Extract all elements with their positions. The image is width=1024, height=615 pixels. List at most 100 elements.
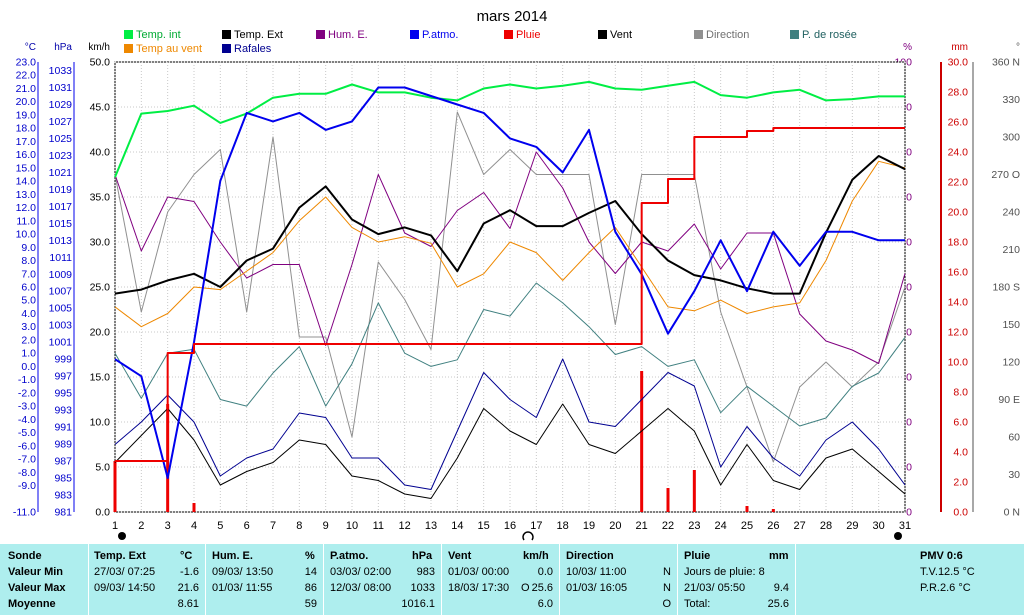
temp-tick-label: 22.0 <box>16 70 37 82</box>
pluie-unit: mm <box>769 550 789 562</box>
right-axes: %1009080706050403020100mm30.028.026.024.… <box>894 42 1020 519</box>
rain-tick-label: 14.0 <box>948 297 969 309</box>
rain-bar <box>640 371 644 512</box>
pressure-tick-label: 999 <box>54 354 72 366</box>
direction-tick-label: 210 <box>1002 244 1020 256</box>
temp-moy-value: 8.61 <box>177 598 199 610</box>
legend-label: Hum. E. <box>328 29 368 41</box>
humidity-tick-label: 60 <box>900 237 912 249</box>
rain-bar <box>192 503 196 512</box>
x-tick-label: 21 <box>636 520 648 532</box>
legend-swatch <box>504 30 513 39</box>
x-tick-label: 13 <box>425 520 437 532</box>
moon-icon <box>522 531 534 541</box>
temp-tick-label: 7.0 <box>21 268 36 280</box>
pressure-tick-label: 1031 <box>49 82 73 94</box>
x-tick-label: 30 <box>873 520 885 532</box>
rain-max-date: 21/03/ 05:50 <box>684 582 746 594</box>
temp-tick-label: 17.0 <box>16 136 37 148</box>
direction-tick-label: 360 N <box>992 57 1020 69</box>
temp-tick-label: 21.0 <box>16 83 37 95</box>
pressure-tick-label: 989 <box>54 439 72 451</box>
temp-tick-label: 18.0 <box>16 123 37 135</box>
temp-tick-label: 3.0 <box>21 321 36 333</box>
pressure-tick-label: 1015 <box>49 218 73 230</box>
direction-tick-label: 270 O <box>991 169 1020 181</box>
pressure-tick-label: 1033 <box>49 65 73 77</box>
legend-label: Pluie <box>516 29 540 41</box>
direction-tick-label: 240 <box>1002 207 1020 219</box>
rain-max-value: 9.4 <box>773 582 789 594</box>
humidity-tick-label: 10 <box>900 462 912 474</box>
humidity-tick-label: 50 <box>900 282 912 294</box>
direction-tick-label: 90 E <box>998 394 1020 406</box>
temp-tick-label: 20.0 <box>16 96 37 108</box>
rain-tick-label: 4.0 <box>953 447 968 459</box>
series-line-rafales <box>114 358 906 490</box>
vent-moy-value: 6.0 <box>537 598 553 610</box>
direction-axis-title: ° <box>1016 42 1020 53</box>
wind-tick-label: 40.0 <box>90 147 111 159</box>
pressure-tick-label: 1007 <box>49 286 73 298</box>
pressure-tick-label: 995 <box>54 388 72 400</box>
x-tick-label: 6 <box>244 520 250 532</box>
grid <box>114 61 906 513</box>
direction-tick-label: 120 <box>1002 357 1020 369</box>
x-tick-label: 20 <box>609 520 621 532</box>
rain-tick-label: 10.0 <box>948 357 969 369</box>
wind-tick-label: 20.0 <box>90 327 111 339</box>
temp-tick-label: 8.0 <box>21 255 36 267</box>
temp-tick-label: 6.0 <box>21 282 36 294</box>
rain-bar <box>771 509 775 512</box>
vent-unit: km/h <box>523 550 549 562</box>
x-tick-label: 28 <box>820 520 832 532</box>
x-tick-label: 27 <box>794 520 806 532</box>
x-tick-label: 23 <box>688 520 700 532</box>
legend-label: Direction <box>706 29 749 41</box>
pressure-axis-title: hPa <box>54 42 72 53</box>
pressure-tick-label: 997 <box>54 371 72 383</box>
vent-max-direction: O <box>521 582 530 594</box>
rain-tick-label: 30.0 <box>948 57 969 69</box>
pressure-tick-label: 1001 <box>49 337 73 349</box>
legend-label: Temp. int <box>136 29 181 41</box>
legend-swatch <box>124 30 133 39</box>
legend-label: P. de rosée <box>802 29 857 41</box>
rain-total-label: Total: <box>684 598 711 610</box>
wind-tick-label: 5.0 <box>95 462 110 474</box>
patmo-max-value: 1033 <box>410 582 435 594</box>
sonde-header: Sonde <box>8 550 42 562</box>
temp-tick-label: 5.0 <box>21 295 36 307</box>
legend-label: Vent <box>610 29 632 41</box>
patmo-moy-value: 1016.1 <box>401 598 435 610</box>
pmv-header: PMV 0:6 <box>920 550 963 562</box>
weather-chart: mars 2014 Temp. int Temp. Ext Hum. E. P.atm… <box>13 8 1020 541</box>
series-line-temp-ext <box>114 155 906 295</box>
pressure-tick-label: 1003 <box>49 320 73 332</box>
hum-header: Hum. E. <box>212 550 253 562</box>
x-tick-label: 12 <box>399 520 411 532</box>
pressure-tick-label: 1005 <box>49 303 73 315</box>
series-line-vent <box>114 403 906 499</box>
legend-swatch <box>598 30 607 39</box>
x-tick-label: 22 <box>662 520 674 532</box>
temp-tick-label: -8.0 <box>18 467 36 479</box>
wind-tick-label: 0.0 <box>95 507 110 519</box>
dir-max-value: N <box>663 582 671 594</box>
pressure-tick-label: 991 <box>54 422 72 434</box>
direction-tick-label: 180 S <box>993 282 1020 294</box>
rain-tick-label: 24.0 <box>948 147 969 159</box>
x-tick-label: 25 <box>741 520 753 532</box>
humidity-tick-label: 90 <box>900 102 912 114</box>
patmo-min-date: 03/03/ 02:00 <box>330 566 392 578</box>
temp-tick-label: 2.0 <box>21 334 36 346</box>
x-tick-label: 7 <box>270 520 276 532</box>
temp-tick-label: -9.0 <box>18 480 36 492</box>
direction-tick-label: 150 <box>1002 319 1020 331</box>
vent-min-date: 01/03/ 00:00 <box>448 566 510 578</box>
direction-tick-label: 30 <box>1008 469 1020 481</box>
rain-tick-label: 28.0 <box>948 87 969 99</box>
legend-swatch <box>316 30 325 39</box>
plot-area <box>113 80 906 512</box>
wind-tick-label: 50.0 <box>90 57 111 69</box>
